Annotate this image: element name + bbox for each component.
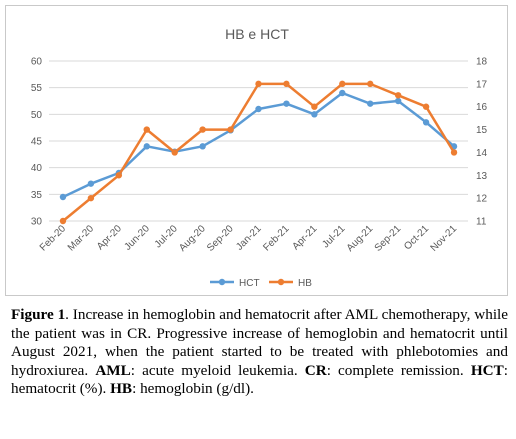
series-hb-point	[255, 80, 262, 88]
x-tick-label: Oct-21	[402, 223, 431, 252]
series-hb-point	[450, 149, 458, 156]
caption-figure-label: Figure 1	[11, 306, 66, 323]
series-hb-point	[87, 194, 95, 202]
series-hb-point	[311, 103, 318, 110]
series-hb-point	[367, 80, 374, 88]
x-tick-label: Mar-20	[66, 223, 96, 253]
x-tick-label: Aug-21	[345, 223, 376, 254]
series-hct-point	[422, 119, 430, 126]
right-tick-label: 13	[476, 171, 488, 182]
right-tick-label: 16	[476, 102, 488, 113]
series-hb-point	[227, 126, 234, 133]
series-hb-point	[143, 126, 150, 133]
legend-hb-label: HB	[298, 278, 312, 289]
series-layer	[59, 80, 458, 225]
left-tick-label: 45	[31, 137, 43, 148]
legend-hct-marker	[218, 278, 226, 286]
series-hb-point	[394, 92, 402, 99]
series-hb-point	[115, 172, 123, 179]
series-hct-point	[311, 111, 318, 118]
series-hct-point	[143, 143, 150, 150]
left-tick-label: 30	[31, 217, 43, 228]
x-tick-label: Feb-20	[38, 223, 68, 253]
line-chart: HB e HCT 30 35 40 45 50 55 60 11 12 13 14 15 16 17 18…	[31, 26, 488, 289]
series-hct-point	[339, 89, 346, 97]
series-hb-point	[422, 103, 430, 110]
series-hb-point	[283, 80, 290, 88]
caption-hb-abbr: HB	[110, 380, 133, 398]
series-hct-point	[59, 193, 67, 201]
series-hb-line	[61, 82, 456, 223]
left-tick-label: 40	[31, 163, 43, 174]
series-hb-point	[199, 126, 206, 133]
series-hb-point	[171, 149, 178, 156]
legend: HCT HB	[210, 278, 312, 289]
right-tick-label: 17	[476, 79, 488, 90]
legend-hb-marker	[277, 278, 285, 286]
x-tick-label: Aug-20	[177, 223, 208, 254]
caption-cr-def: : complete remission.	[326, 361, 471, 379]
caption-hct-def: : hematocrit (%).	[11, 361, 508, 398]
left-tick-label: 60	[31, 57, 43, 68]
series-hb-point	[339, 80, 346, 88]
series-hb-point	[59, 217, 67, 225]
series-hct-point	[87, 180, 95, 187]
left-axis-ticks: 30 35 40 45 50 55 60	[31, 57, 43, 228]
x-tick-label: Feb-21	[261, 223, 291, 253]
caption-aml-abbr: AML	[95, 361, 131, 379]
left-tick-label: 55	[31, 83, 43, 94]
series-hct-point	[199, 143, 206, 150]
x-tick-label: Apr-20	[95, 223, 124, 252]
series-hct-point	[394, 97, 402, 105]
figure-caption: Figure 1. Increase in hemoglobin and hem…	[11, 306, 508, 399]
series-hct-point	[283, 100, 290, 107]
caption-text: . Increase in hemoglobin and hematocrit …	[11, 306, 508, 379]
right-tick-label: 11	[476, 217, 487, 228]
x-tick-label: Sep-21	[373, 223, 404, 254]
x-tick-label: Jun-20	[122, 223, 152, 253]
caption-aml-def: : acute myeloid leukemia.	[130, 361, 305, 379]
right-tick-label: 18	[476, 57, 488, 68]
legend-hct-label: HCT	[239, 278, 260, 289]
x-tick-label: Apr-21	[290, 223, 319, 252]
caption-hct-abbr: HCT	[470, 361, 504, 379]
right-tick-label: 15	[476, 125, 488, 136]
right-tick-label: 12	[476, 194, 488, 205]
chart-title: HB e HCT	[225, 26, 289, 42]
gridlines	[49, 60, 468, 222]
left-tick-label: 50	[31, 110, 43, 121]
caption-cr-abbr: CR	[304, 361, 327, 379]
right-tick-label: 14	[476, 148, 488, 159]
x-tick-label: Jan-21	[234, 223, 264, 253]
x-tick-label: Nov-21	[429, 223, 460, 254]
caption-hb-def: : hemoglobin (g/dl).	[132, 380, 254, 398]
x-tick-label: Sep-20	[205, 223, 236, 254]
series-hct-point	[255, 105, 262, 113]
left-tick-label: 35	[31, 190, 43, 201]
chart-frame: HB e HCT 30 35 40 45 50 55 60 11 12 13 14 15 16 17 18…	[5, 5, 508, 296]
right-axis-ticks: 11 12 13 14 15 16 17 18	[476, 57, 488, 228]
series-hct-point	[367, 100, 374, 107]
